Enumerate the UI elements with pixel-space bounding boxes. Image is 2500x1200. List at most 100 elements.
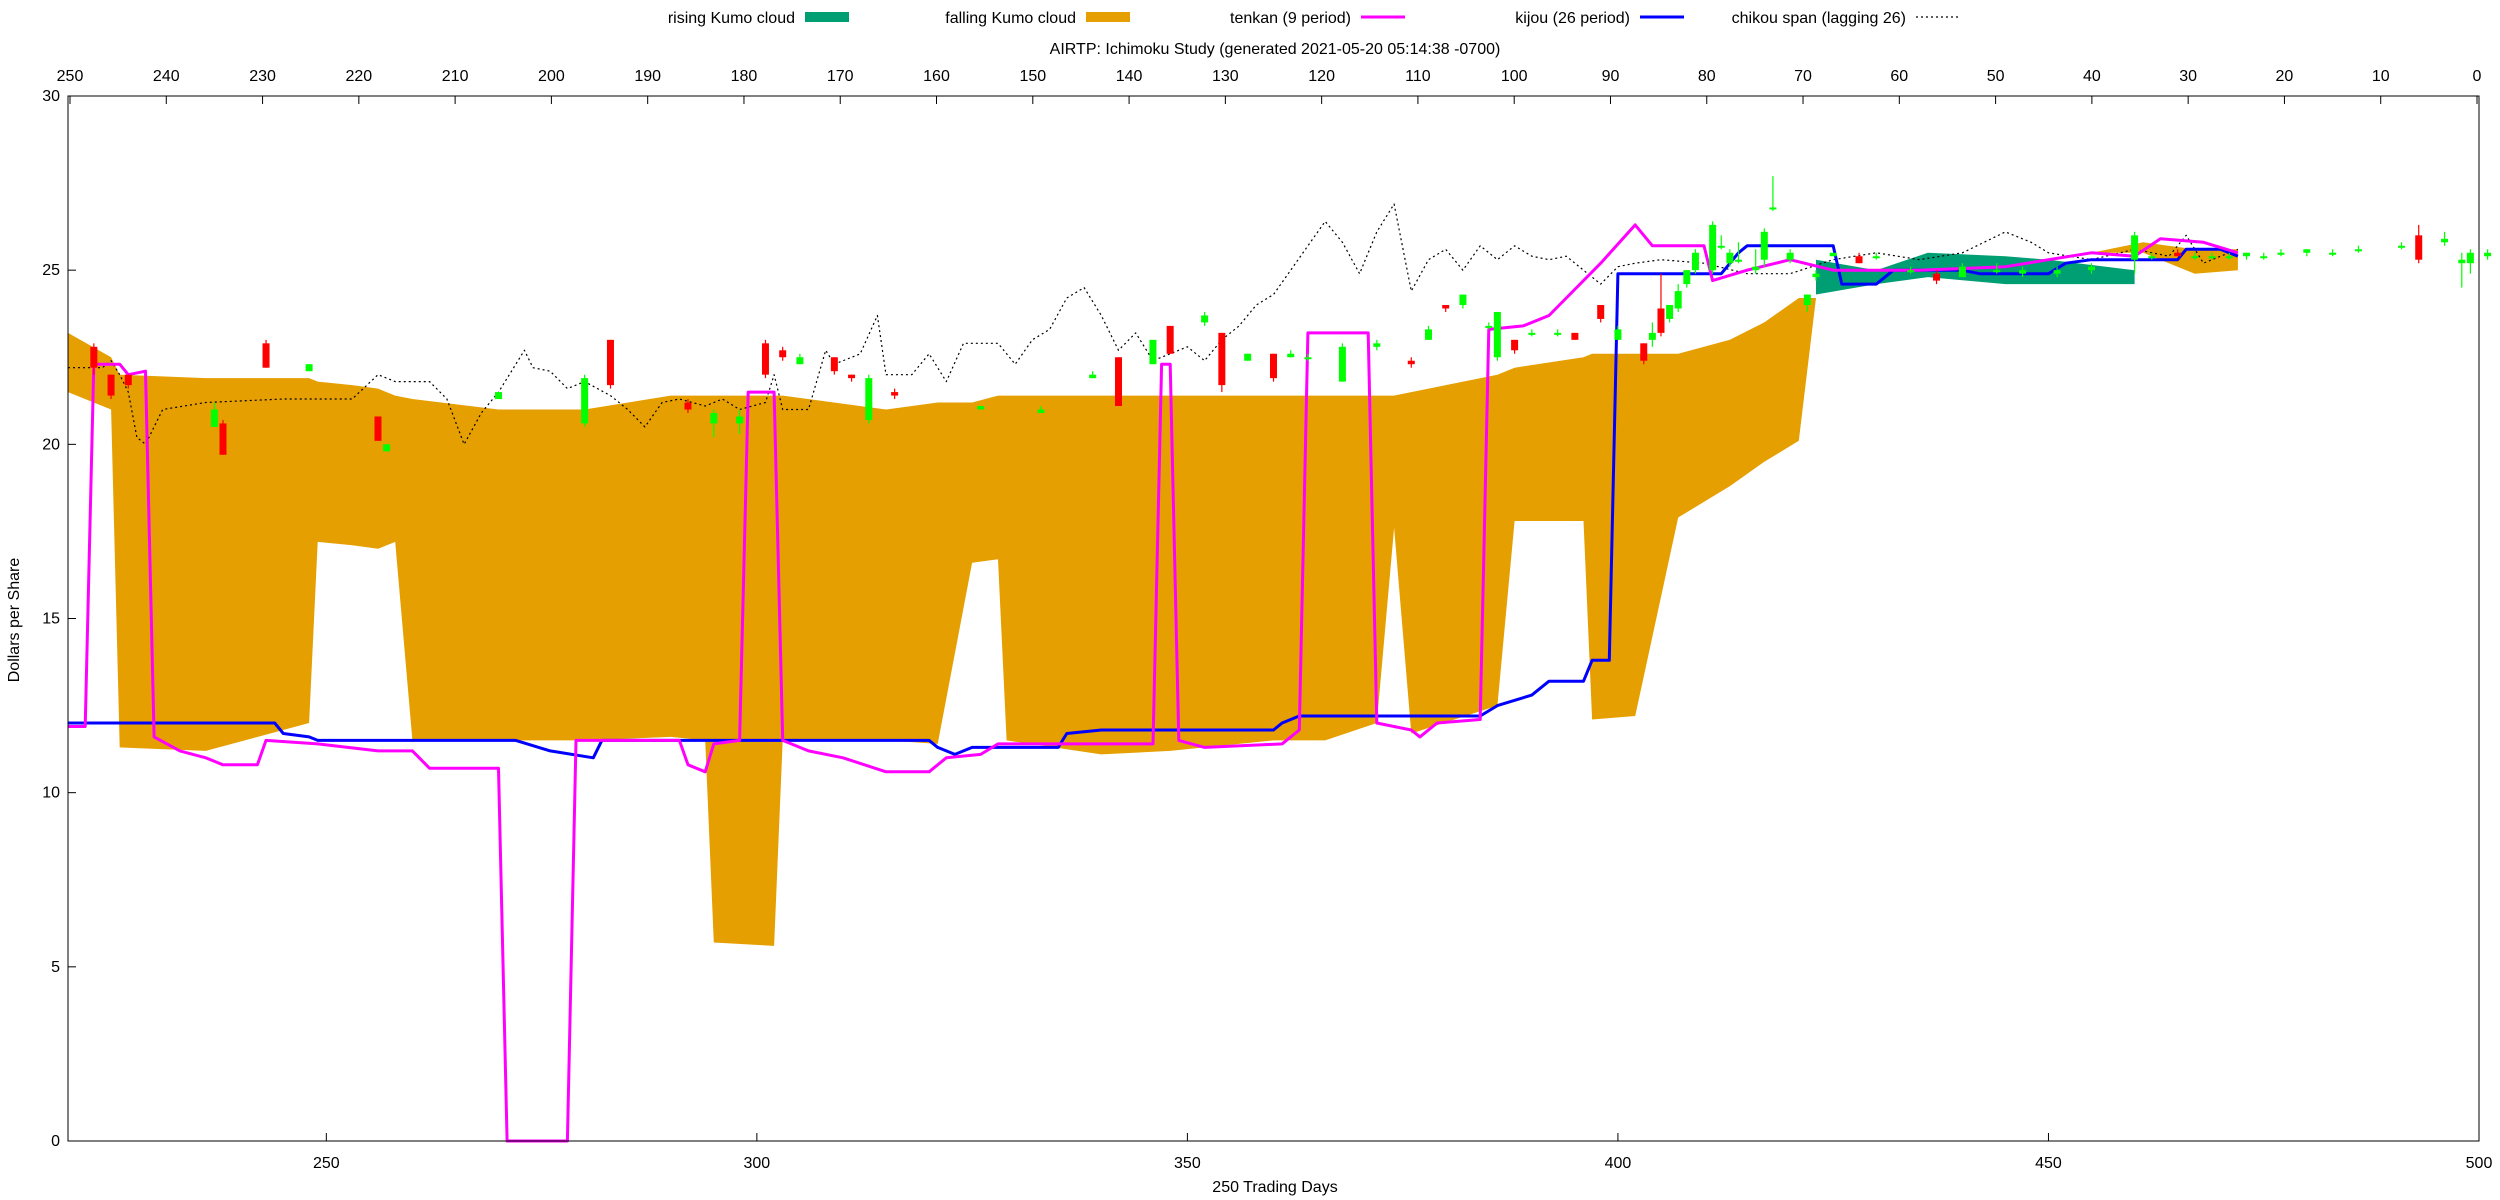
candle-up-body bbox=[1752, 266, 1760, 271]
candle-up-body bbox=[2329, 252, 2337, 255]
candle-up-body bbox=[1485, 325, 1493, 328]
y-tick-label: 0 bbox=[51, 1133, 60, 1150]
x2-tick-label: 110 bbox=[1405, 68, 1431, 85]
candle-up-body bbox=[2441, 238, 2449, 243]
candle-up-body bbox=[1760, 231, 1768, 260]
candle-up-body bbox=[1709, 224, 1717, 271]
candle-up-body bbox=[2466, 252, 2474, 264]
candle-down-body bbox=[1597, 305, 1605, 319]
x2-tick-label: 150 bbox=[1019, 68, 1046, 85]
candle-down-body bbox=[1442, 305, 1450, 309]
candle-down-body bbox=[1571, 332, 1579, 340]
candle-up-body bbox=[2277, 252, 2285, 255]
candle-up-body bbox=[736, 416, 744, 424]
candle-up-body bbox=[2243, 252, 2251, 257]
candle-up-body bbox=[2088, 266, 2096, 271]
candle-up-body bbox=[2458, 259, 2466, 264]
y-tick-label: 15 bbox=[42, 611, 60, 628]
candle-up-body bbox=[2191, 256, 2199, 259]
candle-up-body bbox=[1037, 409, 1045, 413]
y-tick-label: 25 bbox=[42, 262, 60, 279]
x2-tick-label: 240 bbox=[153, 68, 180, 85]
x-tick-label: 500 bbox=[2466, 1155, 2493, 1172]
candle-up-body bbox=[1459, 294, 1467, 305]
candle-up-body bbox=[1786, 252, 1794, 260]
candle-down-body bbox=[1270, 353, 1277, 379]
candle-down-body bbox=[848, 374, 856, 379]
x2-tick-label: 200 bbox=[538, 68, 565, 85]
x-tick-label: 350 bbox=[1174, 1155, 1201, 1172]
candle-up-body bbox=[2398, 245, 2406, 248]
x2-tick-label: 60 bbox=[1890, 68, 1908, 85]
x-tick-label: 300 bbox=[744, 1155, 771, 1172]
x-tick-label: 250 bbox=[313, 1155, 340, 1172]
x2-tick-label: 70 bbox=[1794, 68, 1812, 85]
candle-up-body bbox=[2148, 256, 2156, 259]
y-tick-label: 5 bbox=[51, 959, 60, 976]
tenkan-line bbox=[68, 223, 2239, 1143]
candle-up-body bbox=[2354, 249, 2362, 252]
candle-down-body bbox=[90, 346, 98, 368]
x2-tick-label: 120 bbox=[1308, 68, 1335, 85]
candle-up-body bbox=[710, 412, 718, 424]
candle-up-body bbox=[1726, 252, 1734, 264]
legend-label: rising Kumo cloud bbox=[668, 10, 795, 27]
candle-down-body bbox=[1218, 332, 1226, 386]
x2-tick-label: 80 bbox=[1698, 68, 1716, 85]
x2-tick-label: 0 bbox=[2473, 68, 2482, 85]
x-tick-label: 400 bbox=[1605, 1155, 1632, 1172]
candle-up-body bbox=[1089, 374, 1097, 379]
candle-up-body bbox=[1287, 353, 1295, 358]
x2-tick-label: 100 bbox=[1501, 68, 1528, 85]
x2-tick-label: 20 bbox=[2276, 68, 2294, 85]
candlesticks-layer bbox=[90, 176, 2492, 455]
y-tick-label: 20 bbox=[42, 436, 60, 453]
x2-tick-label: 250 bbox=[57, 68, 84, 85]
candle-up-body bbox=[1244, 353, 1252, 361]
x2-tick-label: 40 bbox=[2083, 68, 2101, 85]
candle-up-body bbox=[1691, 252, 1699, 271]
y-tick-label: 10 bbox=[42, 785, 60, 802]
candle-down-body bbox=[1407, 360, 1415, 365]
chart-title: AIRTP: Ichimoku Study (generated 2021-05… bbox=[1050, 41, 1501, 58]
candle-up-body bbox=[1648, 332, 1656, 340]
x2-tick-label: 130 bbox=[1212, 68, 1239, 85]
candle-up-body bbox=[1338, 346, 1346, 382]
candle-up-body bbox=[1201, 315, 1209, 323]
candle-down-body bbox=[262, 343, 270, 368]
candle-up-body bbox=[2131, 235, 2139, 260]
candle-down-body bbox=[761, 343, 769, 375]
candle-up-body bbox=[1717, 245, 1725, 248]
legend-label: falling Kumo cloud bbox=[945, 10, 1076, 27]
legend-swatch bbox=[805, 12, 849, 22]
x2-tick-label: 230 bbox=[249, 68, 276, 85]
candle-up-body bbox=[2303, 249, 2311, 253]
x2-tick-label: 180 bbox=[731, 68, 758, 85]
candle-down-body bbox=[124, 374, 132, 386]
candle-down-body bbox=[2174, 252, 2182, 257]
x2-tick-label: 160 bbox=[923, 68, 950, 85]
candle-up-body bbox=[1734, 259, 1742, 262]
candle-up-body bbox=[581, 378, 589, 424]
candle-up-body bbox=[2484, 252, 2492, 257]
legend-label: tenkan (9 period) bbox=[1230, 10, 1351, 27]
falling-kumo-cloud bbox=[68, 242, 2238, 946]
candle-up-body bbox=[210, 409, 218, 427]
candle-down-body bbox=[1933, 273, 1941, 281]
candle-up-body bbox=[305, 364, 313, 372]
candle-down-body bbox=[107, 374, 115, 396]
x-tick-label: 450 bbox=[2035, 1155, 2062, 1172]
candle-up-body bbox=[2053, 270, 2061, 274]
candle-up-body bbox=[1829, 252, 1837, 257]
candle-up-body bbox=[1554, 332, 1562, 335]
candle-up-body bbox=[1872, 256, 1880, 259]
candle-down-body bbox=[1166, 325, 1174, 354]
candle-down-body bbox=[830, 357, 838, 372]
candle-up-body bbox=[2260, 256, 2268, 259]
candle-down-body bbox=[891, 392, 899, 396]
candle-down-body bbox=[1657, 308, 1665, 333]
candle-up-body bbox=[1304, 357, 1312, 360]
candle-down-body bbox=[684, 402, 692, 410]
candle-down-body bbox=[374, 416, 382, 441]
